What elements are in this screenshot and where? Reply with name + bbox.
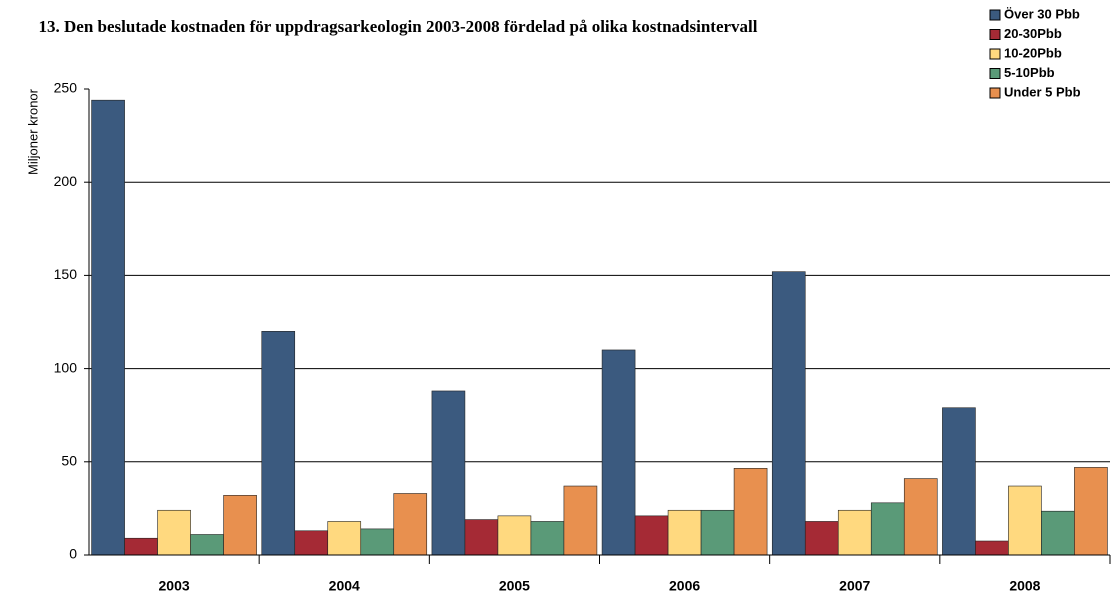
y-tick-label: 150 [54, 266, 78, 282]
legend-swatch [989, 48, 1001, 60]
y-axis-label: Miljoner kronor [25, 88, 40, 175]
legend-swatch [989, 29, 1001, 40]
bar [327, 521, 362, 556]
bar [393, 493, 428, 556]
bar [975, 540, 1009, 556]
bar [870, 502, 905, 556]
legend-swatch [989, 87, 1001, 99]
bar [837, 509, 872, 556]
bar [733, 468, 768, 556]
chart-title: 13. Den beslutade kostnaden för uppdrags… [38, 17, 758, 36]
x-tick-label: 2007 [839, 578, 870, 594]
x-tick-label: 2004 [329, 578, 360, 594]
legend-label: 20-30Pbb [1004, 26, 1062, 41]
bar [497, 515, 532, 556]
bar [700, 509, 735, 556]
bar [903, 478, 938, 556]
bar [771, 271, 806, 556]
bar [1041, 510, 1075, 556]
bar [261, 331, 296, 556]
legend-label: Under 5 Pbb [1004, 84, 1081, 99]
y-tick-label: 200 [54, 173, 78, 189]
bar [157, 509, 191, 556]
y-tick-label: 250 [54, 80, 78, 96]
bar [431, 390, 466, 556]
bar [563, 485, 598, 556]
bar [634, 515, 669, 556]
bar [124, 537, 158, 556]
y-tick-label: 100 [54, 359, 78, 375]
bar [294, 530, 329, 556]
bar [91, 99, 125, 556]
legend-label: 10-20Pbb [1004, 45, 1062, 60]
y-tick-label: 0 [69, 546, 77, 562]
bar [464, 519, 499, 556]
bar [1008, 485, 1042, 556]
bar [360, 528, 395, 556]
y-tick-label: 50 [61, 453, 77, 469]
legend-swatch [989, 9, 1001, 21]
x-tick-label: 2003 [159, 578, 190, 594]
bar [601, 349, 636, 556]
legend-swatch [989, 68, 1001, 79]
bar [190, 534, 224, 556]
bar [1074, 467, 1108, 556]
bar [804, 521, 839, 556]
legend-label: Över 30 Pbb [1004, 6, 1080, 21]
x-tick-label: 2008 [1009, 578, 1040, 594]
x-tick-label: 2006 [669, 578, 700, 594]
bar [530, 521, 565, 556]
bar [942, 407, 976, 556]
legend-label: 5-10Pbb [1004, 65, 1055, 80]
bar [223, 495, 257, 556]
x-tick-label: 2005 [499, 578, 530, 594]
bar [667, 509, 702, 556]
